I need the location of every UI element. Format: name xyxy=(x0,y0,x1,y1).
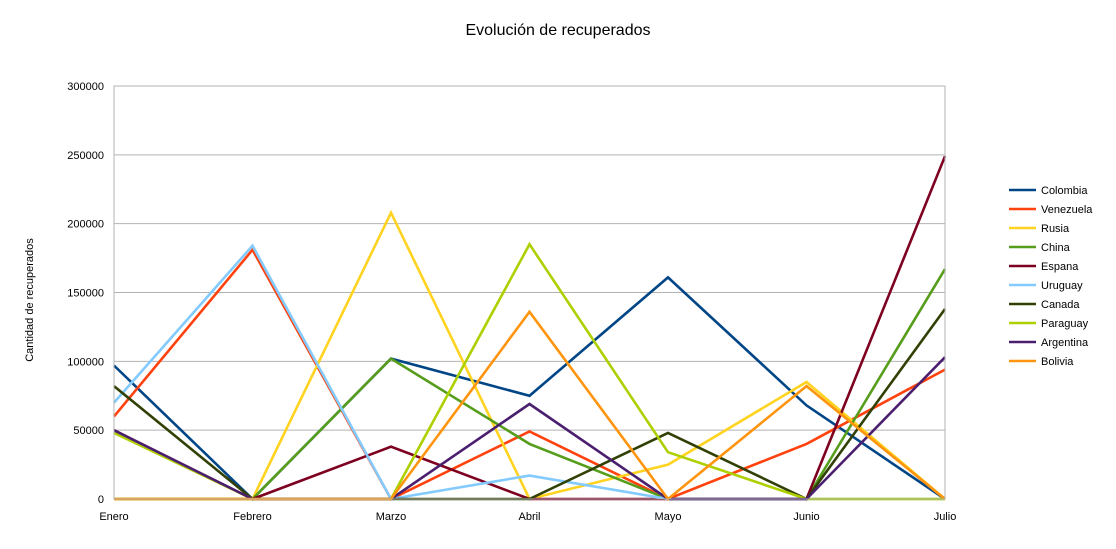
y-tick-label: 50000 xyxy=(73,425,104,437)
legend-label: Canada xyxy=(1041,299,1080,311)
legend-label: Uruguay xyxy=(1041,280,1083,292)
legend-label: Rusia xyxy=(1041,223,1070,235)
x-tick-label: Enero xyxy=(99,511,128,523)
y-axis-ticks: 0 50000 100000 150000 200000 250000 300000 xyxy=(67,81,104,506)
series-lines xyxy=(113,155,947,501)
legend-label: Argentina xyxy=(1041,337,1089,349)
series-line-venezuela xyxy=(113,247,946,501)
y-axis-label: Cantidad de recuperados xyxy=(24,238,36,362)
y-tick-label: 200000 xyxy=(67,219,104,231)
legend: Colombia Venezuela Rusia China Espana Uruguay… xyxy=(1009,185,1093,368)
y-tick-label: 150000 xyxy=(67,288,104,300)
x-axis-ticks: Enero Febrero Marzo Abril Mayo Junio Julio xyxy=(99,511,956,523)
legend-label: Venezuela xyxy=(1041,204,1093,216)
series-line-rusia xyxy=(114,209,946,501)
x-tick-label: Mayo xyxy=(655,511,682,523)
y-tick-label: 100000 xyxy=(67,356,104,368)
plot-frame xyxy=(113,85,946,500)
y-tick-label: 250000 xyxy=(67,150,104,162)
legend-label: Bolivia xyxy=(1041,356,1074,368)
grid xyxy=(114,85,945,431)
y-tick-label: 0 xyxy=(98,494,104,506)
series-line-espana xyxy=(113,155,947,501)
chart-title: Evolución de recuperados xyxy=(465,22,650,39)
y-tick-label: 300000 xyxy=(67,81,104,93)
series-line-paraguay xyxy=(113,241,945,501)
x-tick-label: Julio xyxy=(934,511,957,523)
legend-label: China xyxy=(1041,242,1071,254)
legend-label: Colombia xyxy=(1041,185,1088,197)
series-line-uruguay xyxy=(113,243,945,501)
legend-label: Paraguay xyxy=(1041,318,1089,330)
x-tick-label: Marzo xyxy=(376,511,407,523)
x-tick-label: Junio xyxy=(793,511,819,523)
x-tick-label: Febrero xyxy=(233,511,272,523)
legend-label: Espana xyxy=(1041,261,1079,273)
x-tick-label: Abril xyxy=(518,511,540,523)
